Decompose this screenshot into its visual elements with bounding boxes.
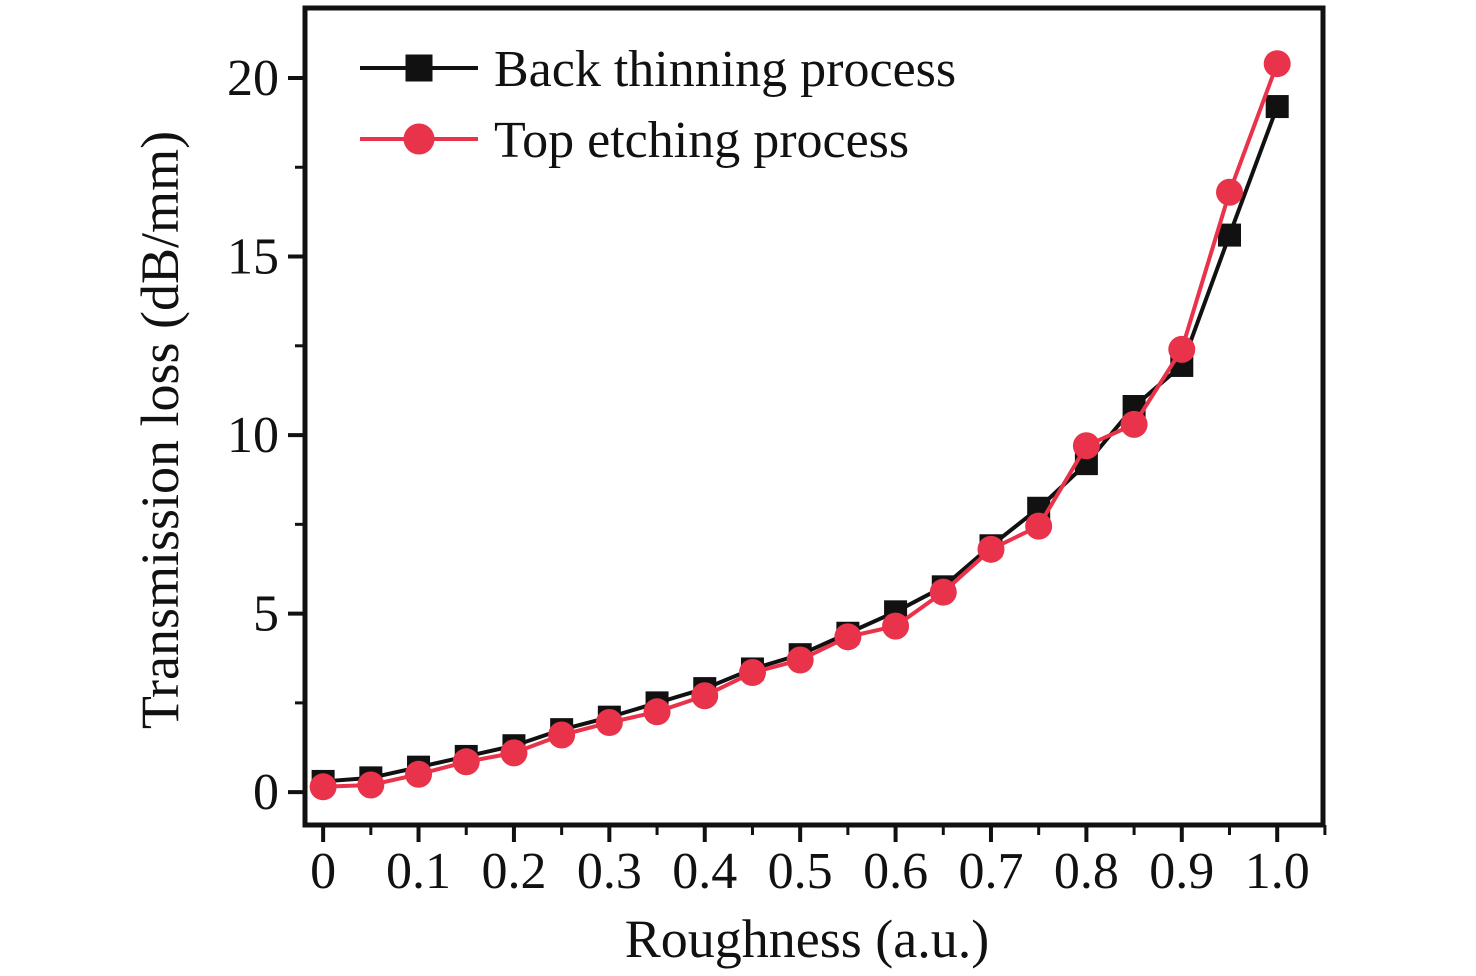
series-line-back-thinning-process (322, 105, 1280, 784)
marker-circle-top-etching-process (1263, 50, 1291, 78)
x-tick-label: 0.2 (481, 843, 546, 900)
y-tick-label: 20 (227, 50, 279, 107)
x-tick-label: 0.1 (386, 843, 451, 900)
marker-circle-top-etching-process (357, 771, 385, 799)
x-tick-label: 0.7 (958, 843, 1023, 900)
y-axis-title: Transmission loss (dB/mm) (130, 131, 190, 729)
x-tick-label: 0.4 (672, 843, 737, 900)
x-axis-title: Roughness (a.u.) (625, 909, 989, 969)
marker-circle-top-etching-process (786, 646, 814, 674)
marker-circle-top-etching-process (691, 682, 719, 710)
marker-circle-top-etching-process (929, 578, 957, 606)
marker-circle-top-etching-process (595, 709, 623, 737)
x-tick-label: 0.9 (1149, 843, 1214, 900)
plot-layer: 0 0.1 0.2 0.3 0.4 0.5 0.6 0.7 0.8 0.9 1.0 0 5 10 15 20 B… (227, 5, 1327, 900)
marker-circle-top-etching-process (452, 748, 480, 776)
y-tick-label: 10 (227, 407, 279, 464)
marker-circle-top-etching-process (1168, 335, 1196, 363)
marker-circle-top-etching-process (834, 623, 862, 651)
marker-circle-top-etching-process (977, 535, 1005, 563)
legend-marker-circle-icon (403, 123, 435, 155)
marker-circle-top-etching-process (1216, 178, 1244, 206)
marker-square-back-thinning-process (1218, 223, 1242, 247)
marker-circle-top-etching-process (500, 739, 528, 767)
legend-label-top-etching-process: Top etching process (494, 112, 909, 169)
marker-circle-top-etching-process (738, 659, 766, 687)
marker-circle-top-etching-process (548, 721, 576, 749)
x-tick-label: 0.6 (863, 843, 928, 900)
y-tick-label: 5 (253, 586, 279, 643)
y-tick-label: 0 (253, 764, 279, 821)
x-tick-label: 0.3 (577, 843, 642, 900)
x-tick-label: 1.0 (1245, 843, 1310, 900)
marker-circle-top-etching-process (1025, 512, 1053, 540)
legend-label-back-thinning-process: Back thinning process (494, 41, 956, 98)
marker-circle-top-etching-process (643, 698, 671, 726)
marker-circle-top-etching-process (882, 612, 910, 640)
plot-frame (302, 5, 1326, 828)
legend-marker-square-icon (405, 54, 433, 82)
marker-circle-top-etching-process (405, 760, 433, 788)
marker-circle-top-etching-process (1120, 410, 1148, 438)
y-tick-label: 15 (227, 229, 279, 286)
x-tick-label: 0.8 (1054, 843, 1119, 900)
marker-square-back-thinning-process (1265, 95, 1289, 119)
marker-circle-top-etching-process (1072, 432, 1100, 460)
marker-circle-top-etching-process (309, 773, 337, 801)
x-tick-label: 0 (310, 843, 336, 900)
x-tick-label: 0.5 (768, 843, 833, 900)
